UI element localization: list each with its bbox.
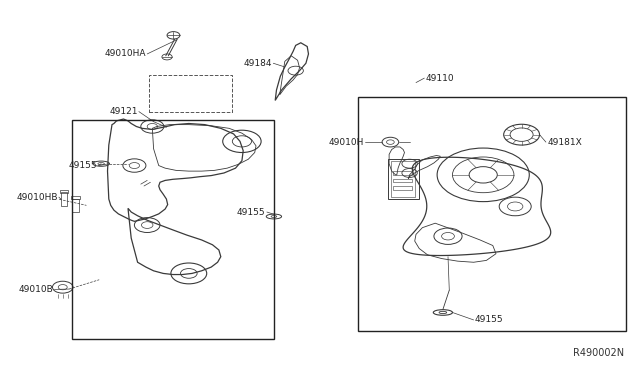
Text: 49155: 49155 (475, 315, 504, 324)
Text: 49155: 49155 (237, 208, 266, 217)
Text: 49181X: 49181X (547, 138, 582, 147)
Text: 49121: 49121 (109, 107, 138, 116)
Bar (393, 171, 412, 175)
Bar (391, 161, 415, 197)
Text: R490002N: R490002N (573, 348, 624, 358)
Text: 49155: 49155 (68, 161, 97, 170)
Text: 49010HB: 49010HB (16, 193, 58, 202)
Text: 49010HA: 49010HA (104, 49, 146, 58)
Text: 49110: 49110 (426, 74, 454, 83)
Bar (72, 199, 79, 212)
Bar (72, 120, 274, 339)
Text: 49010H: 49010H (328, 138, 364, 147)
Bar (149, 75, 232, 112)
Bar (60, 190, 68, 193)
Bar (71, 196, 80, 199)
Bar (393, 179, 412, 182)
Text: 49010B: 49010B (19, 285, 53, 294)
Text: 49184: 49184 (243, 59, 272, 68)
Bar (388, 159, 419, 199)
Bar (358, 97, 626, 331)
Bar (61, 192, 67, 206)
Bar (393, 186, 412, 190)
